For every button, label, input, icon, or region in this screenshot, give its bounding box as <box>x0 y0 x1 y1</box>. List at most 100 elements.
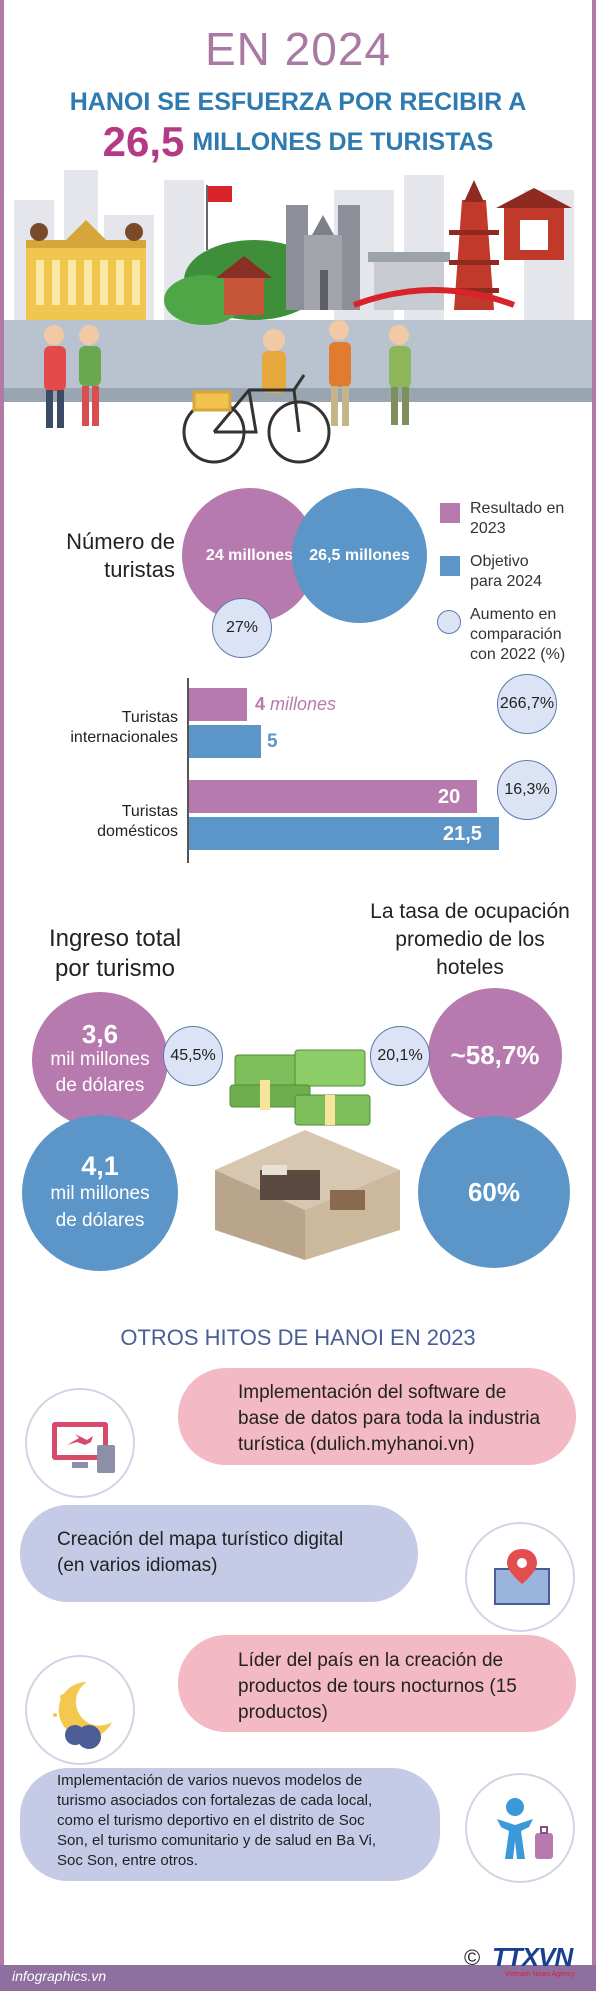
revenue-title-line1: Ingreso total <box>48 925 182 952</box>
revenue-title-line2: por turismo <box>54 955 176 982</box>
occupancy-title-line1: La tasa de ocupación <box>370 900 570 923</box>
milestone-4-line3: como el turismo deportivo en el distrito… <box>57 1812 365 1829</box>
legend-result: Resultado en 2023 <box>470 499 564 539</box>
bar-international-target <box>189 725 261 758</box>
milestone-1-pill <box>178 1368 576 1465</box>
header-big-number: 26,5 <box>102 118 185 165</box>
milestone-3-line1: Líder del país en la creación de <box>238 1650 504 1671</box>
legend-increase-line3: con 2022 (%) <box>470 646 566 663</box>
occupancy-result-circle: ~58,7% <box>428 988 562 1122</box>
legend-result-line1: Resultado en <box>470 500 565 517</box>
footer-brand-sub: Vietnam News Agency <box>505 1971 575 1978</box>
legend-increase-line1: Aumento en <box>470 606 557 623</box>
milestone-1-icon-circle <box>25 1388 135 1498</box>
milestone-1-text: Implementación del software de base de d… <box>238 1380 540 1458</box>
header-line2: 26,5 MILLONES DE TURISTAS <box>0 118 596 166</box>
milestone-2-icon-circle <box>465 1522 575 1632</box>
flag-icon <box>208 186 232 202</box>
tourists-result-label: 24 millones <box>205 546 294 564</box>
label-dom-result: 20 <box>438 786 461 808</box>
occupancy-target-circle: 60% <box>418 1116 570 1268</box>
revenue-title: Ingreso total por turismo <box>20 924 210 984</box>
legend-increase-swatch <box>437 610 461 634</box>
hanoi-cityscape-illustration <box>4 170 592 464</box>
legend-target-swatch <box>440 556 460 576</box>
label-dom-target: 21,5 <box>443 823 482 845</box>
category-intl-line2: internacionales <box>70 729 178 746</box>
category-dom-line2: domésticos <box>97 823 178 840</box>
milestone-1-line2: base de datos para toda la industria <box>238 1408 541 1429</box>
legend-result-swatch <box>440 503 460 523</box>
bar-chart-axis <box>187 678 189 863</box>
legend-target-line2: para 2024 <box>470 573 543 590</box>
footer-bar <box>0 1965 596 1991</box>
revenue-target-unit2: de dólares <box>55 1209 145 1231</box>
occupancy-title: La tasa de ocupación promedio de los hot… <box>360 898 580 982</box>
milestone-3-text: Líder del país en la creación de product… <box>238 1648 517 1726</box>
milestone-1-line3: turística (dulich.myhanoi.vn) <box>238 1434 475 1455</box>
milestone-3-line3: productos) <box>238 1702 328 1723</box>
milestone-3-icon-circle <box>25 1655 135 1765</box>
label-intl-result-num: 4 <box>255 694 266 714</box>
milestone-4-icon-circle <box>465 1773 575 1883</box>
occupancy-result-label: ~58,7% <box>450 1039 540 1070</box>
bar-domestic-target <box>189 817 499 850</box>
tourists-title-line2: turistas <box>104 557 175 582</box>
map-pin-icon <box>494 1549 550 1605</box>
tourists-growth-circle: 27% <box>212 598 272 658</box>
revenue-target-circle: 4,1 mil millones de dólares <box>22 1115 178 1271</box>
legend-target: Objetivo para 2024 <box>470 552 542 592</box>
category-dom-line1: Turistas <box>121 803 178 820</box>
legend-increase-line2: comparación <box>470 626 562 643</box>
footer-source: infographics.vn <box>12 1968 107 1984</box>
money-icon <box>229 1049 371 1126</box>
header-year: EN 2024 <box>204 23 391 75</box>
opera-house-icon <box>26 220 146 320</box>
increase-dom-circle: 16,3% <box>497 760 557 820</box>
bar-international-result <box>189 688 247 721</box>
header-line2-rest: MILLONES DE TURISTAS <box>192 127 494 156</box>
increase-dom-label: 16,3% <box>504 781 550 798</box>
tourists-growth-label: 27% <box>225 619 259 636</box>
revenue-result-unit2: de dólares <box>55 1075 145 1096</box>
legend-result-line2: 2023 <box>470 520 506 537</box>
revenue-result-unit1: mil millones <box>50 1049 150 1070</box>
footer-brand-logo: TTXVN <box>492 1942 573 1972</box>
revenue-target-unit1: mil millones <box>50 1182 150 1204</box>
bicycle-icon <box>182 374 331 464</box>
hotel-room-icon <box>215 1130 400 1260</box>
tourists-target-circle: 26,5 millones <box>292 488 427 623</box>
milestone-4-line2: turismo asociados con fortalezas de cada… <box>57 1792 373 1809</box>
tourists-target-label: 26,5 millones <box>309 546 410 564</box>
revenue-result-circle: 3,6 mil millones de dólares <box>32 992 168 1128</box>
milestone-4-line4: Son, el turismo comunitario y de salud e… <box>57 1832 377 1849</box>
milestone-4-pill <box>20 1768 440 1881</box>
occupancy-growth-circle: 20,1% <box>370 1026 430 1086</box>
increase-intl-label: 266,7% <box>499 695 555 712</box>
bar-domestic-result <box>189 780 477 813</box>
milestone-3-pill <box>178 1635 576 1732</box>
revenue-growth-circle: 45,5% <box>163 1026 223 1086</box>
header-line1: HANOI SE ESFUERZA POR RECIBIR A <box>69 88 527 116</box>
milestone-2-text: Creación del mapa turístico digital (en … <box>57 1527 343 1579</box>
occupancy-target-label: 60% <box>467 1176 521 1207</box>
revenue-target-value: 4,1 <box>81 1150 119 1181</box>
milestone-3-line2: productos de tours nocturnos (15 <box>238 1676 517 1697</box>
milestone-1-line1: Implementación del software de <box>238 1382 507 1403</box>
milestones-title: OTROS HITOS DE HANOI EN 2023 <box>120 1325 476 1350</box>
increase-intl-circle: 266,7% <box>497 674 557 734</box>
pagoda-icon <box>449 180 499 310</box>
tourists-title-line1: Número de <box>66 529 175 554</box>
revenue-growth-label: 45,5% <box>170 1047 216 1064</box>
legend-target-line1: Objetivo <box>470 553 529 570</box>
cathedral-icon <box>286 205 360 310</box>
occupancy-growth-label: 20,1% <box>377 1047 423 1064</box>
traveler-icon <box>497 1798 553 1859</box>
tourist-icon <box>44 320 411 428</box>
category-intl-line1: Turistas <box>121 709 178 726</box>
occupancy-title-line3: hoteles <box>436 956 504 979</box>
milestone-2-line2: (en varios idiomas) <box>57 1555 218 1576</box>
footer-copyright: © <box>464 1945 481 1970</box>
label-intl-result: 4 millones <box>255 694 336 715</box>
